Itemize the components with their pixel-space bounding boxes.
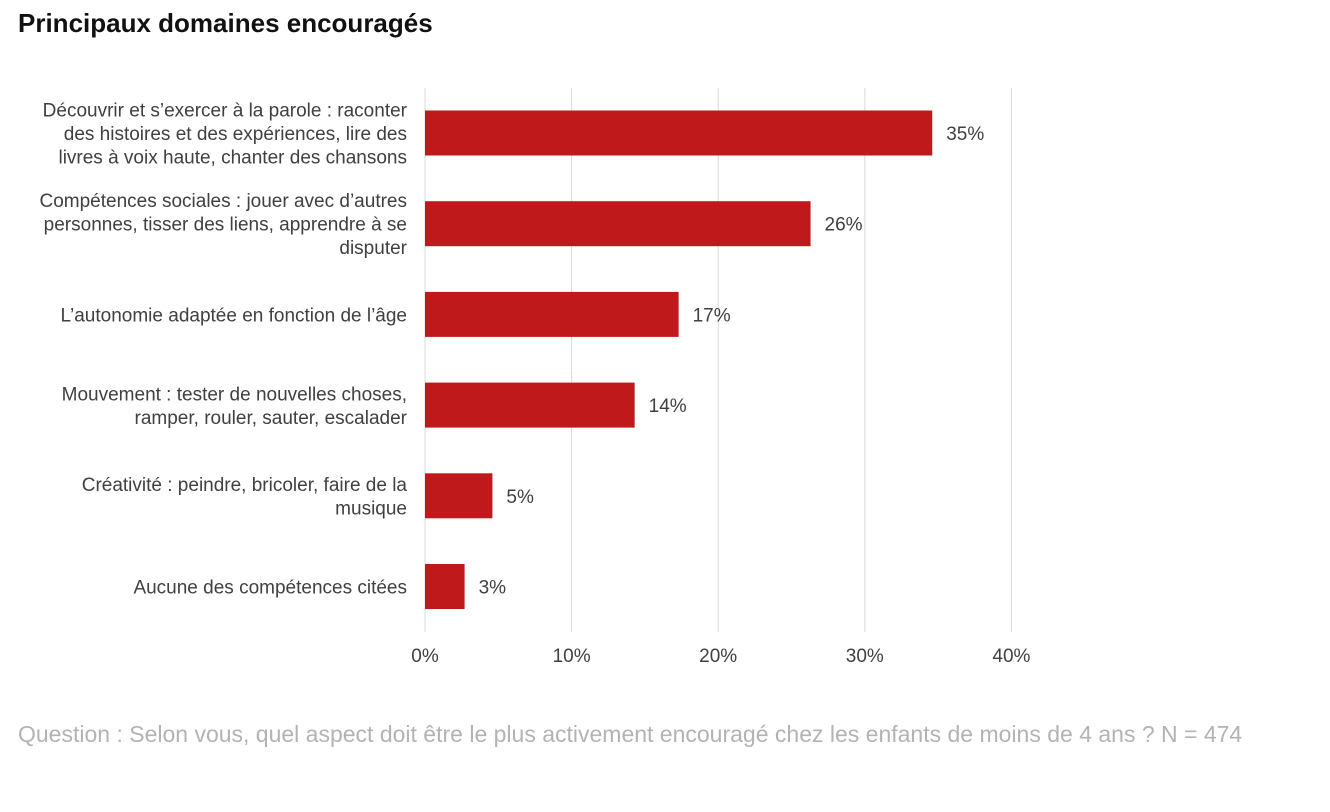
chart-title: Principaux domaines encouragés <box>18 8 433 38</box>
x-tick-label: 0% <box>411 646 439 667</box>
bar <box>425 291 679 337</box>
category-label: L’autonomie adaptée en fonction de l’âge <box>61 305 408 326</box>
category-label: Mouvement : tester de nouvelles choses, <box>62 384 407 405</box>
x-tick-label: 20% <box>699 646 737 667</box>
bar-value-label: 3% <box>479 578 507 599</box>
category-label: livres à voix haute, chanter des chanson… <box>58 148 407 169</box>
x-tick-label: 10% <box>553 646 591 667</box>
category-label: ramper, rouler, sauter, escalader <box>135 408 408 429</box>
bar-value-label: 35% <box>946 124 984 145</box>
bar-value-label: 17% <box>693 305 731 326</box>
x-tick-label: 40% <box>992 646 1030 667</box>
bar <box>425 564 465 609</box>
bar <box>425 201 811 247</box>
bar <box>425 473 493 519</box>
category-label: personnes, tisser des liens, apprendre à… <box>44 215 407 236</box>
bar-value-label: 14% <box>649 396 687 417</box>
category-label: Compétences sociales : jouer avec d’autr… <box>39 191 407 212</box>
category-label: Aucune des compétences citées <box>133 578 407 599</box>
bar <box>425 110 933 156</box>
category-label: des histoires et des expériences, lire d… <box>64 124 407 145</box>
category-label: Créativité : peindre, bricoler, faire de… <box>82 475 408 496</box>
bar-chart: 0% 10% 20% 30% 40% 35% Découvrir et s’exercer … <box>39 88 1031 667</box>
category-label: disputer <box>339 238 407 259</box>
bar-value-label: 26% <box>825 215 863 236</box>
question-footnote: Question : Selon vous, quel aspect doit … <box>18 721 1243 747</box>
bar-value-label: 5% <box>506 487 534 508</box>
bar <box>425 382 635 428</box>
category-label: Découvrir et s’exercer à la parole : rac… <box>43 101 408 122</box>
category-label: musique <box>335 499 407 520</box>
x-tick-label: 30% <box>846 646 884 667</box>
